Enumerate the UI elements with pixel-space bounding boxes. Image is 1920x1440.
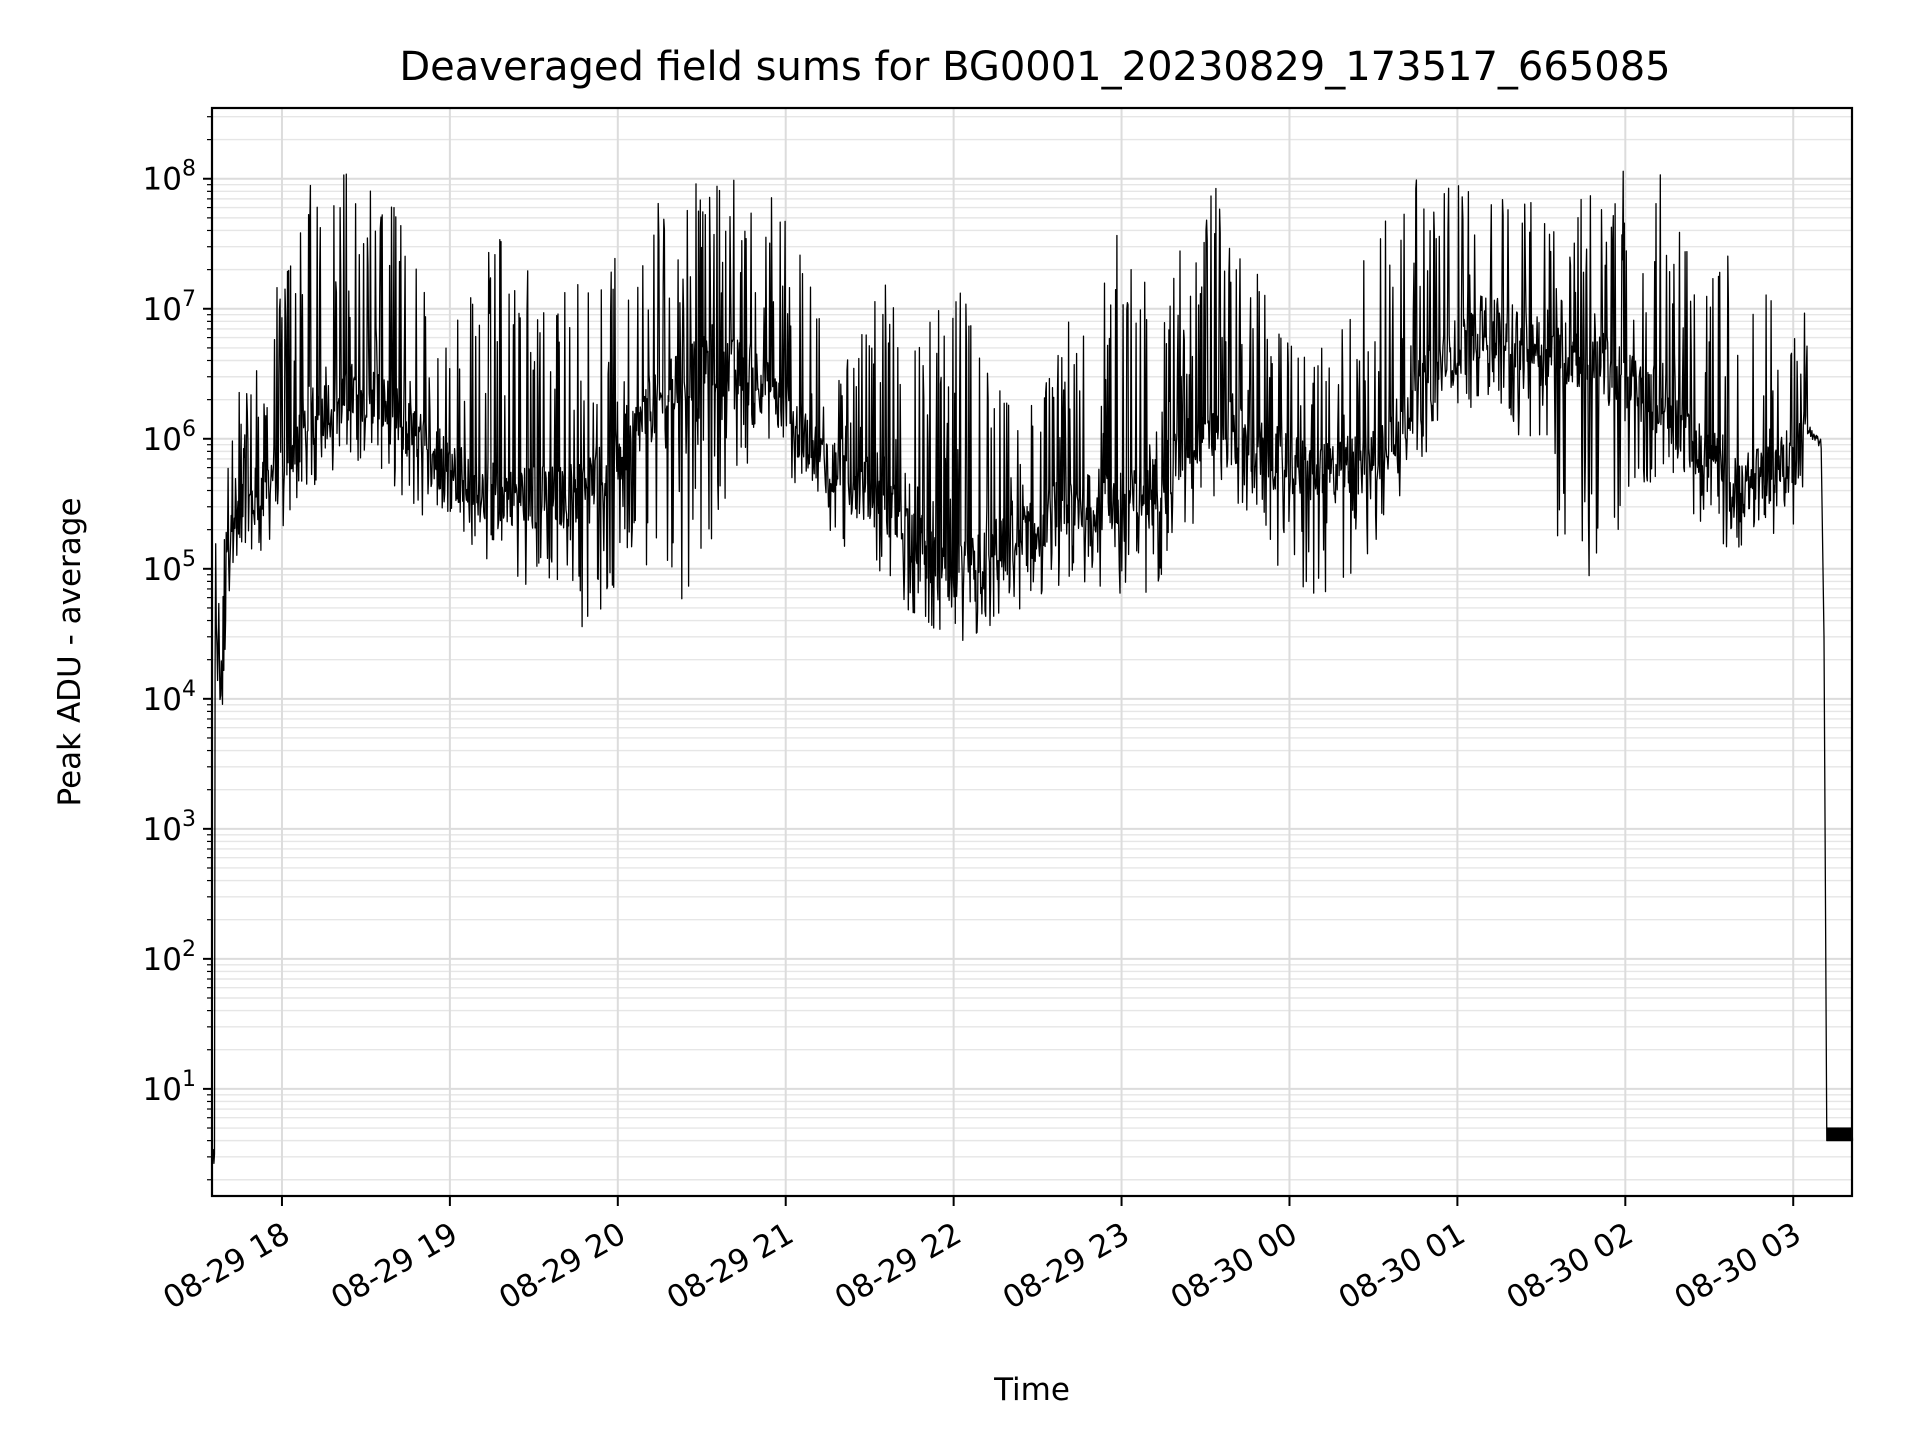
y-tick-label: 104 — [143, 677, 196, 718]
y-tick-label: 106 — [143, 417, 196, 458]
y-tick-label: 105 — [143, 547, 196, 588]
y-tick-label: 108 — [143, 157, 196, 198]
y-axis-label: Peak ADU - average — [52, 497, 88, 806]
grid — [212, 108, 1852, 1196]
plot-frame — [210, 106, 1854, 1198]
x-axis-label: Time — [993, 1372, 1070, 1408]
y-tick-label: 101 — [143, 1067, 196, 1108]
y-tick-label: 103 — [143, 807, 196, 848]
series-layer — [211, 170, 1854, 1164]
y-tick-label: 102 — [143, 937, 196, 978]
series-line — [211, 170, 1854, 1164]
y-tick-label: 107 — [143, 287, 196, 328]
chart-title: Deaveraged field sums for BG0001_2023082… — [399, 44, 1670, 90]
y-axis: 101 102 103 104 105 106 107 108 — [143, 116, 212, 1181]
